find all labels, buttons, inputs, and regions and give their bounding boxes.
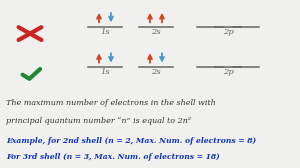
Text: 1s: 1s (100, 28, 110, 36)
Text: The maximum number of electrons in the shell with: The maximum number of electrons in the s… (6, 99, 216, 107)
Text: 2s: 2s (151, 68, 161, 76)
Text: Example, for 2nd shell (n = 2, Max. Num. of electrons = 8): Example, for 2nd shell (n = 2, Max. Num.… (6, 137, 256, 145)
Text: 1s: 1s (100, 68, 110, 76)
Text: principal quantum number “n” is equal to 2n²: principal quantum number “n” is equal to… (6, 117, 191, 125)
Text: 2s: 2s (151, 28, 161, 36)
Text: 2p: 2p (223, 68, 233, 76)
Text: 2p: 2p (223, 28, 233, 36)
Text: For 3rd shell (n = 3, Max. Num. of electrons = 18): For 3rd shell (n = 3, Max. Num. of elect… (6, 153, 220, 161)
